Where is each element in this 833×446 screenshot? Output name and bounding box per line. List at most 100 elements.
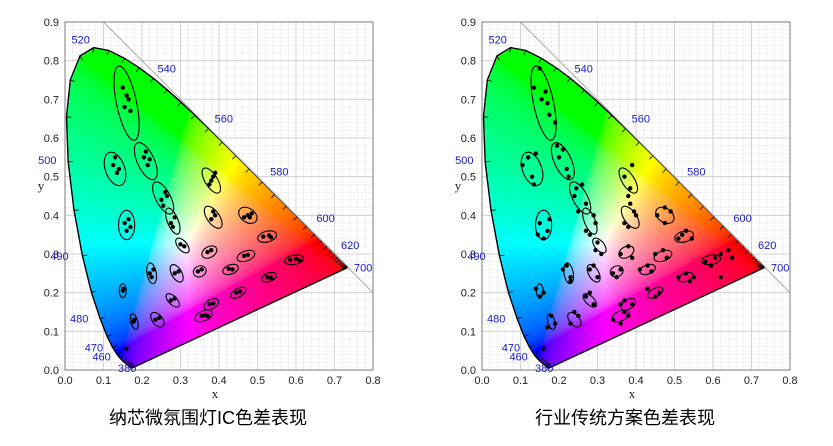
locus-tick	[120, 355, 125, 359]
locus-tick	[490, 209, 497, 211]
y-tick-label: 0.8	[461, 56, 476, 68]
ellipse	[582, 207, 598, 235]
wavelength-label: 540	[158, 63, 176, 75]
data-point	[718, 251, 723, 257]
locus-tick	[517, 316, 523, 320]
locus-tick	[342, 265, 347, 270]
wavelength-label: 480	[70, 314, 88, 326]
ellipse	[133, 142, 158, 181]
data-point	[211, 301, 216, 306]
locus-tick	[649, 155, 654, 160]
data-point	[591, 213, 596, 218]
locus-tick	[126, 360, 131, 365]
data-point	[545, 101, 550, 106]
locus-tick	[339, 262, 344, 267]
locus-tick	[744, 250, 749, 255]
y-tick-label: 0.1	[461, 326, 476, 338]
locus-tick	[341, 264, 346, 269]
data-point	[126, 217, 131, 222]
data-point	[583, 201, 589, 206]
data-point	[241, 215, 247, 220]
x-tick-label: 0.6	[288, 375, 303, 387]
data-point	[626, 244, 631, 249]
locus-tick	[509, 47, 511, 53]
locus-tick	[191, 114, 196, 120]
data-point	[633, 213, 639, 218]
data-point	[629, 162, 635, 168]
data-point	[547, 217, 552, 222]
ellipse	[546, 313, 556, 331]
ellipse	[582, 293, 598, 308]
locus-tick	[122, 357, 127, 362]
locus-tick	[129, 363, 134, 368]
data-point	[622, 298, 627, 303]
data-point	[128, 224, 133, 230]
data-point	[689, 236, 695, 241]
data-point	[541, 236, 546, 241]
wavelength-label: 600	[733, 213, 751, 225]
y-tick-label: 0.6	[44, 133, 59, 145]
ellipse	[609, 265, 624, 278]
x-tick-label: 0.8	[365, 375, 380, 387]
ellipse	[222, 263, 239, 276]
locus-tick	[608, 114, 613, 120]
data-point	[680, 232, 685, 237]
y-axis-label: y	[455, 178, 462, 193]
data-point	[172, 215, 177, 220]
wavelength-label: 580	[270, 167, 288, 179]
locus-ticks	[483, 47, 765, 369]
locus-tick	[282, 205, 287, 210]
locus-tick	[317, 240, 322, 245]
data-point	[247, 215, 252, 220]
locus-tick	[594, 102, 599, 107]
y-tick-label: 0.2	[44, 288, 59, 300]
locus-tick	[92, 47, 94, 53]
ellipse	[113, 65, 140, 141]
ellipse	[674, 230, 695, 243]
locus-tick	[107, 334, 112, 337]
locus-tick	[310, 233, 315, 238]
ellipse	[563, 262, 575, 285]
data-point	[199, 313, 204, 319]
ellipse	[150, 311, 165, 328]
ellipse	[201, 245, 218, 259]
data-point	[261, 234, 266, 239]
data-point	[211, 174, 216, 179]
data-point	[564, 166, 569, 172]
data-point	[556, 155, 562, 160]
locus-tick	[100, 316, 106, 320]
locus-tick	[330, 253, 336, 259]
data-point	[112, 155, 118, 160]
ellipse	[238, 206, 258, 224]
y-tick-label: 0.6	[461, 133, 476, 145]
data-point	[622, 220, 627, 226]
locus-tick	[759, 265, 764, 270]
ellipse	[175, 237, 190, 254]
data-point	[124, 346, 129, 351]
data-point	[122, 220, 127, 226]
ellipse	[520, 151, 544, 187]
x-tick-label: 0.0	[474, 375, 489, 387]
data-point	[574, 186, 579, 191]
ellipse	[569, 181, 592, 215]
wavelength-label: 500	[455, 155, 473, 167]
chart-panel-left: 0.0 0.1 0.2 0.3 0.4 0.5 0.6 0.7 0.8 0.0 0.1 0.2 0.3 0…	[0, 0, 416, 446]
locus-tick	[544, 361, 549, 367]
ellipse	[550, 142, 575, 181]
x-tick-label: 0.2	[551, 375, 566, 387]
locus-tick	[333, 256, 338, 261]
y-tick-label: 0.0	[44, 365, 59, 377]
data-point	[576, 313, 581, 319]
data-point	[687, 278, 693, 284]
wavelength-label: 700	[354, 263, 372, 275]
ellipse	[261, 271, 277, 283]
wavelength-label: 560	[215, 114, 233, 126]
y-tick-label: 0.7	[44, 94, 59, 106]
data-point	[628, 201, 633, 206]
data-point	[545, 228, 550, 233]
data-point	[531, 85, 537, 90]
data-point	[593, 247, 598, 253]
data-point	[552, 120, 558, 125]
data-point	[121, 286, 126, 291]
data-point	[626, 193, 631, 199]
